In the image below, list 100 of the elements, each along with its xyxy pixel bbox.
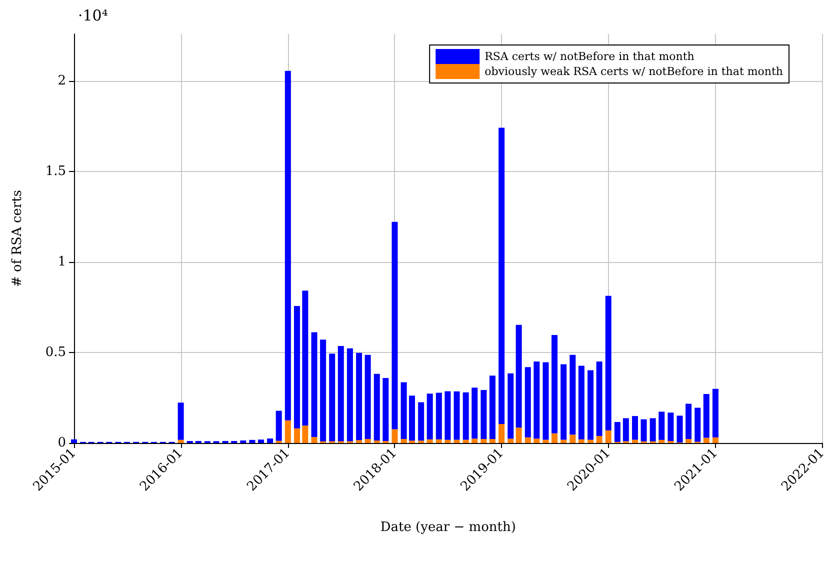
bar [489, 376, 496, 440]
bar [454, 440, 460, 443]
y-axis-title: # of RSA certs [10, 190, 25, 288]
bar [284, 70, 291, 420]
bar [392, 429, 398, 443]
bar [436, 439, 442, 443]
bar [686, 439, 692, 443]
legend-label: obviously weak RSA certs w/ notBefore in that month [484, 65, 784, 78]
bar [578, 366, 584, 440]
bar [489, 439, 496, 443]
bar [400, 439, 407, 443]
bar [578, 439, 584, 443]
bar [364, 439, 371, 443]
y-tick-label: 2 [58, 74, 66, 89]
bar [588, 370, 594, 440]
y-tick-label: 0.5 [45, 345, 66, 360]
bar [311, 437, 318, 443]
bar [400, 382, 407, 440]
bar [356, 440, 362, 443]
y-tick-label: 1.5 [45, 164, 66, 180]
bar [462, 440, 469, 443]
bar [409, 396, 415, 441]
bar [542, 440, 549, 443]
bar [472, 388, 478, 439]
bar [596, 362, 602, 436]
bar [276, 410, 282, 441]
bar [338, 346, 344, 442]
bar [508, 373, 514, 439]
bar [356, 352, 362, 440]
bar [694, 408, 701, 442]
bar [284, 420, 291, 443]
bar [480, 390, 487, 440]
bar [542, 362, 549, 440]
bar [588, 440, 594, 443]
bar [240, 440, 246, 443]
bar [658, 412, 665, 440]
bar [302, 290, 308, 426]
bar [516, 428, 522, 443]
bar [560, 440, 567, 443]
bar [258, 440, 264, 443]
bar [516, 324, 522, 428]
bar [178, 402, 184, 440]
bar [426, 439, 433, 443]
bar [524, 437, 531, 443]
bar [426, 394, 433, 440]
bar [71, 439, 77, 443]
bar [382, 378, 389, 442]
bar [552, 334, 558, 434]
bar [560, 364, 567, 440]
bar [640, 419, 647, 442]
x-axis-title: Date (year − month) [380, 520, 516, 535]
text: ·10⁴ [78, 6, 108, 24]
bar [498, 128, 505, 424]
bar [703, 394, 710, 438]
bar [329, 354, 336, 442]
bar [346, 348, 353, 442]
bar [632, 416, 638, 440]
bar [614, 422, 620, 442]
bar [320, 340, 326, 442]
bar [178, 440, 184, 443]
bar [712, 388, 718, 438]
bar [658, 440, 665, 443]
bar [480, 439, 487, 443]
bar [524, 367, 531, 438]
bar [686, 404, 692, 440]
bar [668, 412, 674, 442]
bar [311, 332, 318, 438]
bar [650, 418, 656, 442]
bar [392, 222, 398, 430]
y-tick-label: 0 [58, 436, 66, 450]
bar [605, 430, 612, 443]
bar [596, 436, 602, 443]
bar [294, 428, 300, 443]
bar [570, 354, 576, 435]
bar [374, 374, 380, 440]
bar [632, 440, 638, 443]
bar [302, 426, 308, 443]
bar [249, 440, 256, 443]
bar [267, 438, 274, 443]
bar [552, 433, 558, 443]
y-tick-label: 1 [58, 254, 66, 270]
bar [570, 434, 576, 443]
bar [294, 306, 300, 428]
bar [605, 296, 612, 430]
bar [454, 391, 460, 440]
bar [364, 354, 371, 440]
bar [418, 402, 424, 441]
bar [622, 418, 629, 442]
bar [462, 392, 469, 440]
bar [676, 416, 683, 442]
bar [374, 440, 380, 443]
bar [534, 362, 540, 439]
bar [508, 438, 514, 443]
bar [444, 440, 451, 443]
bar [703, 438, 710, 443]
bar [534, 438, 540, 443]
bar [472, 438, 478, 443]
legend-label: RSA certs w/ notBefore in that month [484, 50, 694, 63]
bar [436, 392, 442, 440]
bar [444, 391, 451, 440]
